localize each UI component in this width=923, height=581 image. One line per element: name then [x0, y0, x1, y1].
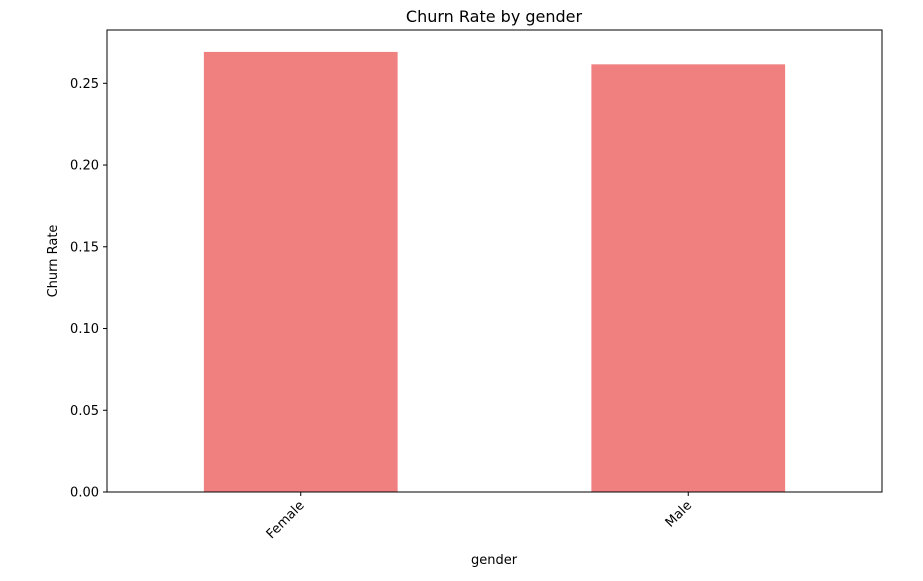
x-tick-label: Female — [264, 498, 308, 542]
x-axis-ticks: Female Male — [264, 492, 695, 542]
y-axis-label: Churn Rate — [46, 225, 61, 298]
y-axis-ticks: 0.00 0.05 0.10 0.15 0.20 0.25 — [70, 77, 107, 501]
bars-group — [203, 51, 786, 492]
x-tick-label: Male — [663, 498, 695, 530]
y-tick-label: 0.00 — [70, 486, 99, 501]
bar-female — [203, 51, 398, 492]
y-tick-label: 0.05 — [70, 404, 99, 419]
x-axis-label: gender — [471, 553, 518, 568]
bar-male — [591, 64, 786, 492]
plot-frame — [106, 29, 883, 493]
chart-title: Churn Rate by gender — [406, 7, 583, 26]
y-tick-label: 0.10 — [70, 322, 99, 337]
y-tick-label: 0.25 — [70, 77, 99, 92]
y-tick-label: 0.20 — [70, 159, 99, 174]
y-tick-label: 0.15 — [70, 240, 99, 255]
